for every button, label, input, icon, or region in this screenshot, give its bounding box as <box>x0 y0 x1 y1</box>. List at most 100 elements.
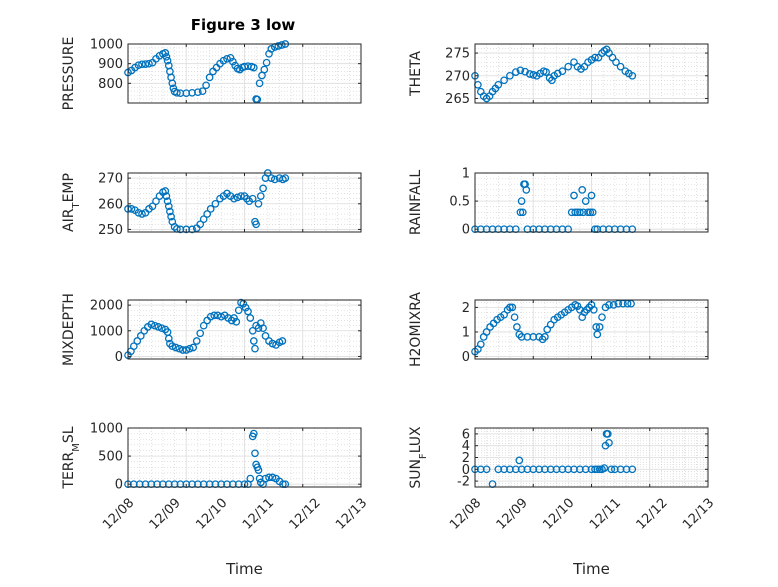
data-point <box>494 80 503 89</box>
data-point <box>515 456 524 465</box>
data-point <box>230 314 238 322</box>
data-point <box>198 87 207 96</box>
y-tick-label: 2 <box>462 301 470 316</box>
data-point <box>161 187 170 195</box>
y-tick-label: 0 <box>115 478 123 493</box>
y-tick-label: 270 <box>98 172 123 187</box>
data-point <box>513 323 521 331</box>
y-tick-label: 265 <box>445 92 470 107</box>
y-tick-label: 900 <box>98 57 123 72</box>
y-tick-label: 275 <box>445 47 470 62</box>
data-point <box>175 344 184 353</box>
y-tick-label: 0 <box>462 350 470 365</box>
data-point <box>166 207 174 216</box>
data-point <box>206 312 215 321</box>
data-point <box>593 330 602 339</box>
data-point <box>138 210 146 218</box>
data-point <box>277 41 286 49</box>
data-point <box>541 333 549 341</box>
data-point <box>249 429 258 438</box>
data-point <box>589 305 598 314</box>
data-point <box>230 194 238 203</box>
data-point <box>185 344 194 353</box>
figure-title: Figure 3 low <box>191 16 296 34</box>
data-point <box>558 67 567 76</box>
data-point <box>147 320 156 329</box>
x-axis-label: Time <box>572 560 610 578</box>
y-axis-label: THETA <box>408 51 424 97</box>
data-point <box>234 306 243 315</box>
data-point <box>548 76 556 85</box>
y-tick-label: 800 <box>98 77 123 92</box>
data-point <box>254 466 263 474</box>
data-point <box>525 70 534 78</box>
data-point <box>233 193 242 202</box>
data-point <box>268 473 277 482</box>
data-point <box>542 68 550 76</box>
data-point <box>259 324 267 333</box>
data-point <box>249 63 258 72</box>
data-point <box>129 342 138 351</box>
data-point <box>628 71 637 80</box>
y-tick-label: 260 <box>98 197 123 212</box>
data-point <box>182 346 191 354</box>
x-tick-label: 12/13 <box>333 496 370 533</box>
data-point <box>210 311 219 320</box>
data-point <box>609 301 618 309</box>
data-point <box>260 65 269 74</box>
data-point <box>162 52 171 61</box>
data-point <box>164 334 173 343</box>
data-point <box>163 56 172 65</box>
data-point <box>262 58 271 67</box>
data-point <box>161 49 170 57</box>
y-axis-label: TERRMSL <box>61 426 82 489</box>
data-point <box>268 339 277 348</box>
data-point <box>593 465 602 474</box>
data-point <box>564 62 573 71</box>
data-point <box>522 186 531 194</box>
data-point <box>576 208 584 217</box>
data-point <box>605 438 613 447</box>
x-tick-label: 12/10 <box>540 496 577 533</box>
data-point <box>603 430 612 438</box>
data-point <box>168 79 177 88</box>
data-point <box>587 191 596 200</box>
data-point <box>600 464 609 472</box>
data-point <box>196 329 205 338</box>
data-point <box>168 342 177 351</box>
data-point <box>261 332 270 340</box>
y-tick-label: 4 <box>462 439 470 454</box>
data-point <box>171 343 180 352</box>
data-point <box>570 191 578 200</box>
y-axis-label: SUNFLUX <box>408 426 429 489</box>
y-tick-label: 0 <box>462 223 470 238</box>
x-tick-label: 12/13 <box>680 496 717 533</box>
x-tick-label: 12/11 <box>240 496 277 533</box>
data-point <box>261 474 270 483</box>
y-tick-label: 1000 <box>90 38 123 53</box>
data-point <box>246 474 255 483</box>
y-tick-label: 0 <box>462 463 470 478</box>
x-tick-label: 12/08 <box>100 496 137 533</box>
data-point <box>199 321 208 330</box>
data-point <box>607 465 616 474</box>
y-tick-label: 2000 <box>90 299 123 314</box>
data-point <box>239 299 248 308</box>
data-point <box>546 320 555 329</box>
data-point <box>157 324 166 333</box>
data-point <box>518 208 527 217</box>
y-axis-label: PRESSURE <box>61 37 77 111</box>
data-point <box>538 335 547 344</box>
subplot-5: 0 1000 2000 <box>90 299 362 365</box>
data-point <box>246 314 255 322</box>
x-tick-label: 12/08 <box>447 496 484 533</box>
data-point <box>162 192 171 200</box>
data-point <box>254 199 263 208</box>
data-point <box>232 317 241 326</box>
y-tick-label: 1000 <box>90 422 123 437</box>
data-point <box>586 208 595 217</box>
data-point <box>511 68 520 76</box>
